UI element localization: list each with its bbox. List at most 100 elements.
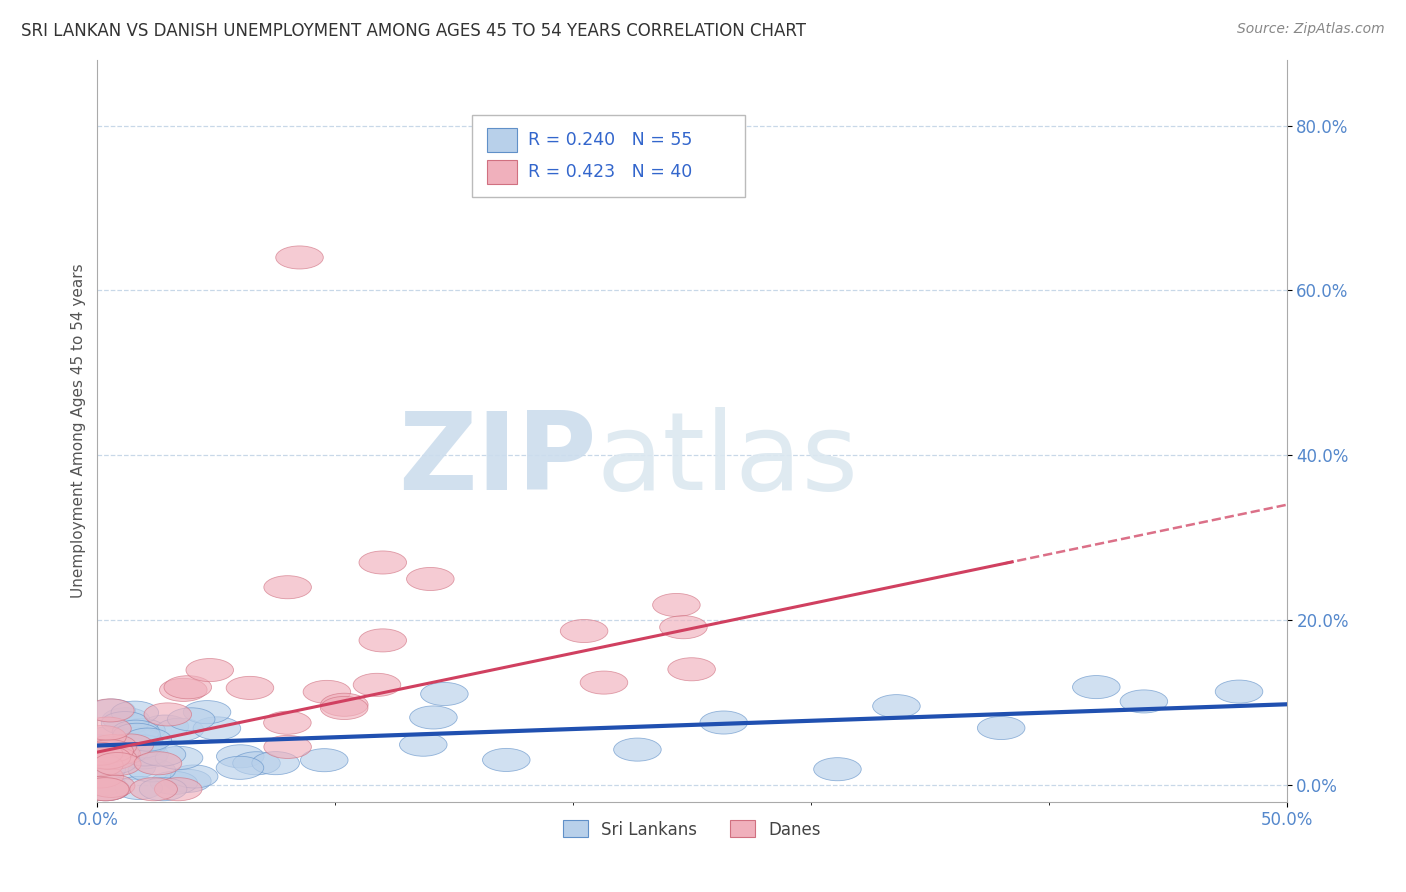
Text: R = 0.240   N = 55: R = 0.240 N = 55 <box>527 131 692 149</box>
Ellipse shape <box>120 746 167 769</box>
Ellipse shape <box>263 711 311 734</box>
Ellipse shape <box>217 745 264 768</box>
Ellipse shape <box>79 725 127 748</box>
Ellipse shape <box>659 615 707 639</box>
Legend: Sri Lankans, Danes: Sri Lankans, Danes <box>555 814 828 846</box>
Ellipse shape <box>75 735 122 758</box>
Ellipse shape <box>76 742 122 765</box>
Ellipse shape <box>1073 675 1121 698</box>
Ellipse shape <box>814 757 862 780</box>
FancyBboxPatch shape <box>472 115 745 197</box>
Ellipse shape <box>115 776 163 799</box>
Ellipse shape <box>76 765 124 788</box>
Ellipse shape <box>873 695 920 718</box>
Ellipse shape <box>118 719 165 741</box>
Ellipse shape <box>252 752 299 774</box>
Ellipse shape <box>103 707 149 731</box>
Ellipse shape <box>167 707 215 731</box>
Ellipse shape <box>233 752 280 775</box>
Ellipse shape <box>121 743 169 766</box>
Ellipse shape <box>77 758 125 781</box>
Ellipse shape <box>264 575 311 599</box>
Ellipse shape <box>77 736 125 759</box>
Ellipse shape <box>613 738 661 761</box>
Ellipse shape <box>353 673 401 697</box>
Ellipse shape <box>581 671 627 694</box>
Ellipse shape <box>89 751 136 774</box>
Ellipse shape <box>406 567 454 591</box>
Ellipse shape <box>150 772 198 795</box>
Ellipse shape <box>124 728 172 751</box>
Ellipse shape <box>170 765 218 788</box>
Ellipse shape <box>105 734 153 757</box>
Ellipse shape <box>561 619 607 642</box>
Ellipse shape <box>977 716 1025 739</box>
Ellipse shape <box>165 675 211 698</box>
Ellipse shape <box>114 727 162 750</box>
Ellipse shape <box>111 701 159 724</box>
Ellipse shape <box>155 778 202 801</box>
Ellipse shape <box>101 740 148 764</box>
Ellipse shape <box>82 778 129 801</box>
Ellipse shape <box>128 759 176 782</box>
Text: R = 0.423   N = 40: R = 0.423 N = 40 <box>527 162 692 181</box>
Ellipse shape <box>110 738 157 761</box>
Ellipse shape <box>668 657 716 681</box>
Ellipse shape <box>83 746 131 769</box>
Ellipse shape <box>89 735 136 757</box>
Ellipse shape <box>138 743 186 766</box>
Ellipse shape <box>359 629 406 652</box>
Ellipse shape <box>86 739 134 763</box>
Ellipse shape <box>420 682 468 706</box>
Ellipse shape <box>139 778 187 801</box>
Ellipse shape <box>93 742 141 765</box>
Ellipse shape <box>321 697 368 720</box>
Ellipse shape <box>301 748 349 772</box>
Ellipse shape <box>115 730 162 753</box>
Ellipse shape <box>89 747 136 770</box>
Ellipse shape <box>183 700 231 723</box>
Ellipse shape <box>82 778 129 801</box>
Ellipse shape <box>409 706 457 729</box>
Ellipse shape <box>87 774 135 797</box>
Ellipse shape <box>76 754 124 777</box>
Ellipse shape <box>129 778 177 801</box>
Ellipse shape <box>304 681 350 704</box>
Ellipse shape <box>186 658 233 681</box>
Ellipse shape <box>94 753 141 776</box>
Text: ZIP: ZIP <box>398 408 596 513</box>
Text: atlas: atlas <box>596 408 859 513</box>
Ellipse shape <box>226 676 274 699</box>
Ellipse shape <box>652 593 700 616</box>
Ellipse shape <box>79 772 127 796</box>
Ellipse shape <box>155 747 202 770</box>
Ellipse shape <box>118 735 166 758</box>
Ellipse shape <box>87 726 135 749</box>
Ellipse shape <box>1215 680 1263 703</box>
Ellipse shape <box>112 720 160 743</box>
FancyBboxPatch shape <box>488 160 517 185</box>
Ellipse shape <box>482 748 530 772</box>
Ellipse shape <box>108 756 156 780</box>
Ellipse shape <box>93 740 139 764</box>
Ellipse shape <box>264 735 311 758</box>
Text: Source: ZipAtlas.com: Source: ZipAtlas.com <box>1237 22 1385 37</box>
Ellipse shape <box>217 756 264 780</box>
Ellipse shape <box>700 711 748 734</box>
Ellipse shape <box>82 778 129 801</box>
Ellipse shape <box>94 741 142 764</box>
Ellipse shape <box>101 712 149 735</box>
FancyBboxPatch shape <box>488 128 517 153</box>
Ellipse shape <box>1121 690 1167 713</box>
Y-axis label: Unemployment Among Ages 45 to 54 years: Unemployment Among Ages 45 to 54 years <box>72 263 86 598</box>
Ellipse shape <box>87 699 135 723</box>
Ellipse shape <box>359 551 406 574</box>
Ellipse shape <box>321 693 368 716</box>
Ellipse shape <box>156 718 204 741</box>
Ellipse shape <box>141 715 188 738</box>
Ellipse shape <box>112 723 160 747</box>
Ellipse shape <box>87 698 134 722</box>
Ellipse shape <box>134 752 181 775</box>
Ellipse shape <box>276 246 323 269</box>
Ellipse shape <box>159 678 207 701</box>
